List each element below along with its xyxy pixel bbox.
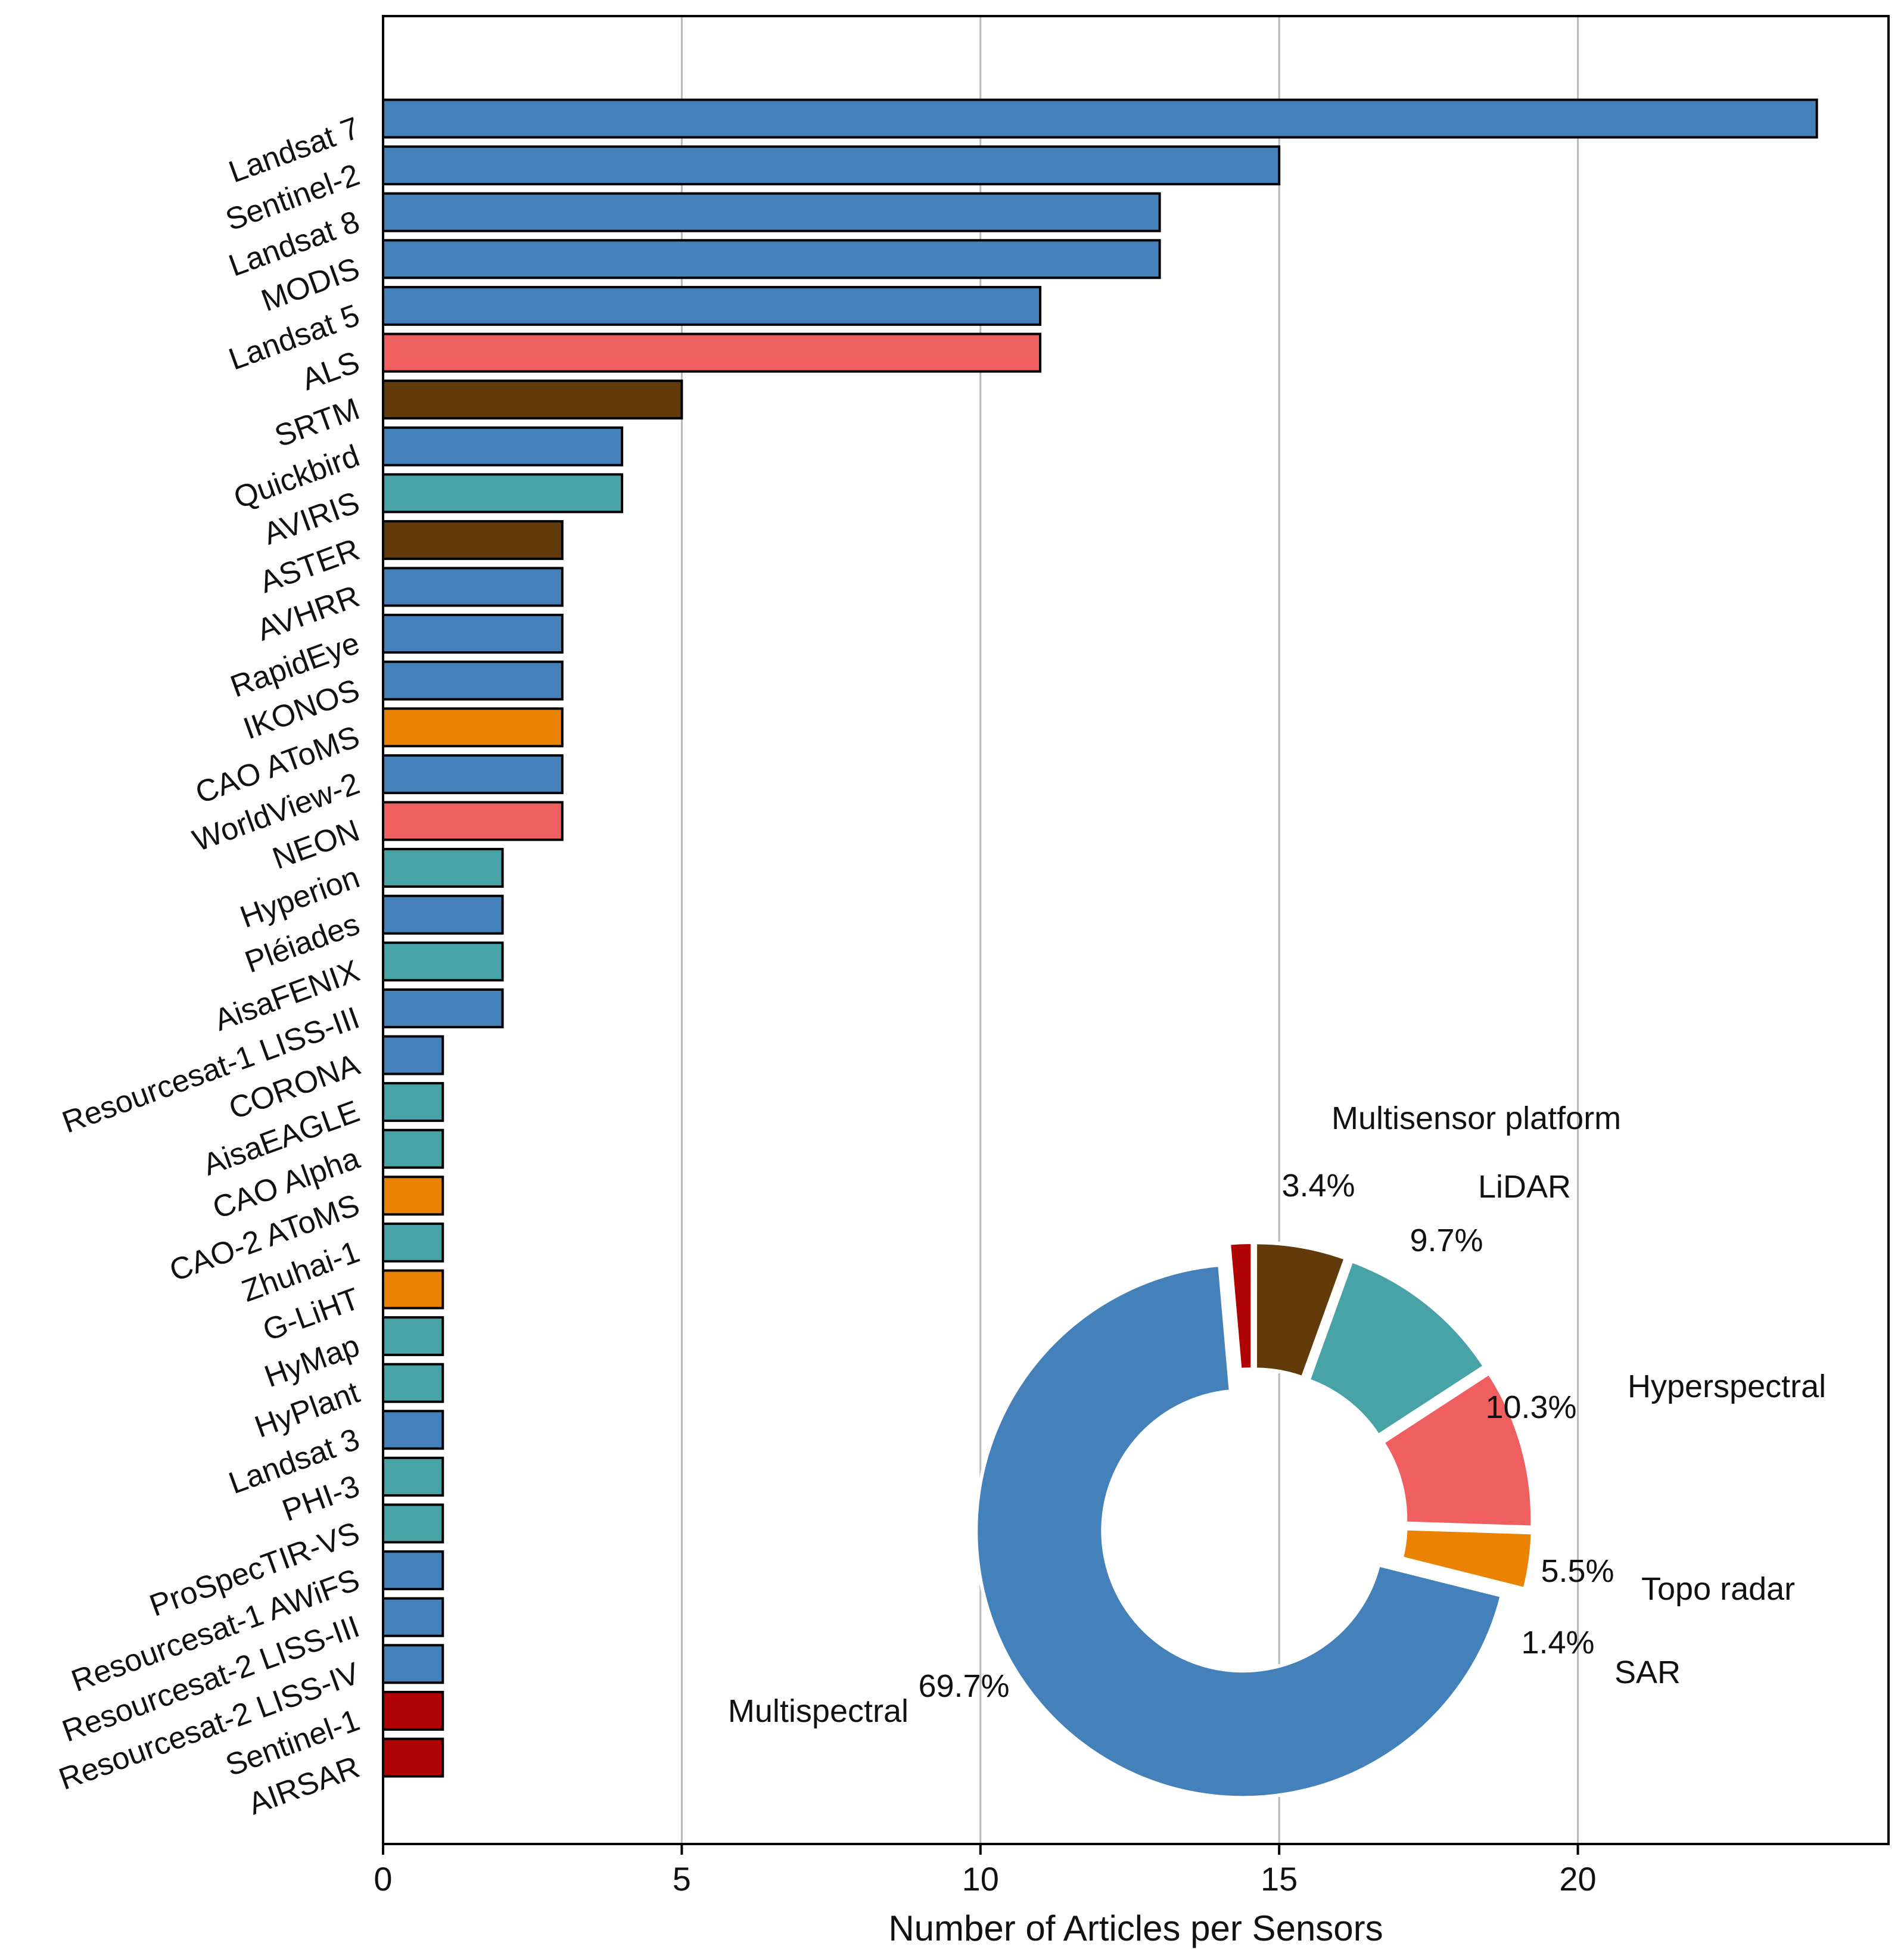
bar-als [382,332,1042,373]
bar-zhuhai-1 [382,1222,444,1263]
donut-name-multisensor-platform: Multisensor platform [1331,1100,1621,1136]
bar-g-liht [382,1269,444,1310]
x-axis-title: Number of Articles per Sensors [888,1908,1383,1948]
bar-hymap [382,1316,444,1357]
x-tick-label-10: 10 [962,1860,999,1898]
x-tick-label-0: 0 [374,1860,392,1898]
bar-rapideye [382,614,564,654]
bar-resourcesat-2-liss-iii [382,1597,444,1637]
donut-pct-multispectral: 69.7% [918,1668,1009,1704]
donut-pct-multisensor-platform: 3.4% [1281,1168,1355,1204]
bar-ikonos [382,660,564,701]
bar-resourcesat-2-liss-iv [382,1644,444,1684]
bar-corona [382,1035,444,1075]
bar-srtm [382,380,683,420]
bar-sentinel-1 [382,1690,444,1731]
bar-aisafenix [382,941,504,982]
bar-sentinel-2 [382,145,1281,186]
bar-hyperion [382,848,504,888]
donut-slice-hyperspectral [1306,1258,1488,1438]
x-tick-label-15: 15 [1261,1860,1298,1898]
bar-aisaeagle [382,1082,444,1122]
bar-landsat-7 [382,98,1818,139]
bar-landsat-5 [382,285,1042,326]
donut-slice-multispectral [974,1263,1504,1800]
bar-neon [382,801,564,841]
donut-name-lidar: LiDAR [1478,1169,1571,1205]
bar-landsat-3 [382,1410,444,1450]
bar-prospectir-vs [382,1503,444,1544]
bar-quickbird [382,426,624,467]
donut-pct-sar: 1.4% [1521,1625,1594,1661]
donut-chart [974,1240,1535,1800]
donut-slice-lidar [1380,1370,1535,1529]
bar-worldview-2 [382,754,564,794]
bar-cao-atoms [382,707,564,748]
bar-landsat-8 [382,192,1161,232]
category-label-als: ALS [297,345,364,397]
bar-resourcesat-1-liss-iii [382,988,504,1028]
donut-name-sar: SAR [1614,1655,1681,1690]
bar-aster [382,520,564,560]
bar-modis [382,239,1161,279]
x-tick-label-5: 5 [673,1860,691,1898]
bar-cao-alpha [382,1128,444,1169]
bar-avhrr [382,567,564,607]
donut-name-topo-radar: Topo radar [1641,1571,1795,1607]
x-tick-label-20: 20 [1559,1860,1596,1898]
bar-pl-iades [382,894,504,935]
plot-frame [382,15,1890,1845]
donut-slice-topo-radar [1253,1240,1348,1380]
donut-slice-multisensor-platform [1399,1526,1535,1591]
bar-cao-2-atoms [382,1176,444,1216]
donut-pct-topo-radar: 5.5% [1541,1553,1614,1589]
bar-series [382,98,1818,1778]
bar-aviris [382,473,624,514]
donut-pct-hyperspectral: 10.3% [1485,1389,1576,1425]
donut-slice-sar [1227,1240,1255,1372]
donut-pct-lidar: 9.7% [1410,1223,1483,1258]
bar-resourcesat-1-awifs [382,1550,444,1591]
donut-labels: 69.7%Multispectral 3.4% Multisensor platfo… [728,1100,1826,1729]
donut-name-hyperspectral: Hyperspectral [1628,1369,1826,1404]
donut-name-multispectral: Multispectral [728,1693,909,1729]
plot-border [382,15,1890,1845]
bar-airsar [382,1737,444,1778]
bar-phi-3 [382,1456,444,1497]
bar-hyplant [382,1363,444,1403]
x-axis-ticks: 0 5 10 15 20 [374,1844,1597,1898]
